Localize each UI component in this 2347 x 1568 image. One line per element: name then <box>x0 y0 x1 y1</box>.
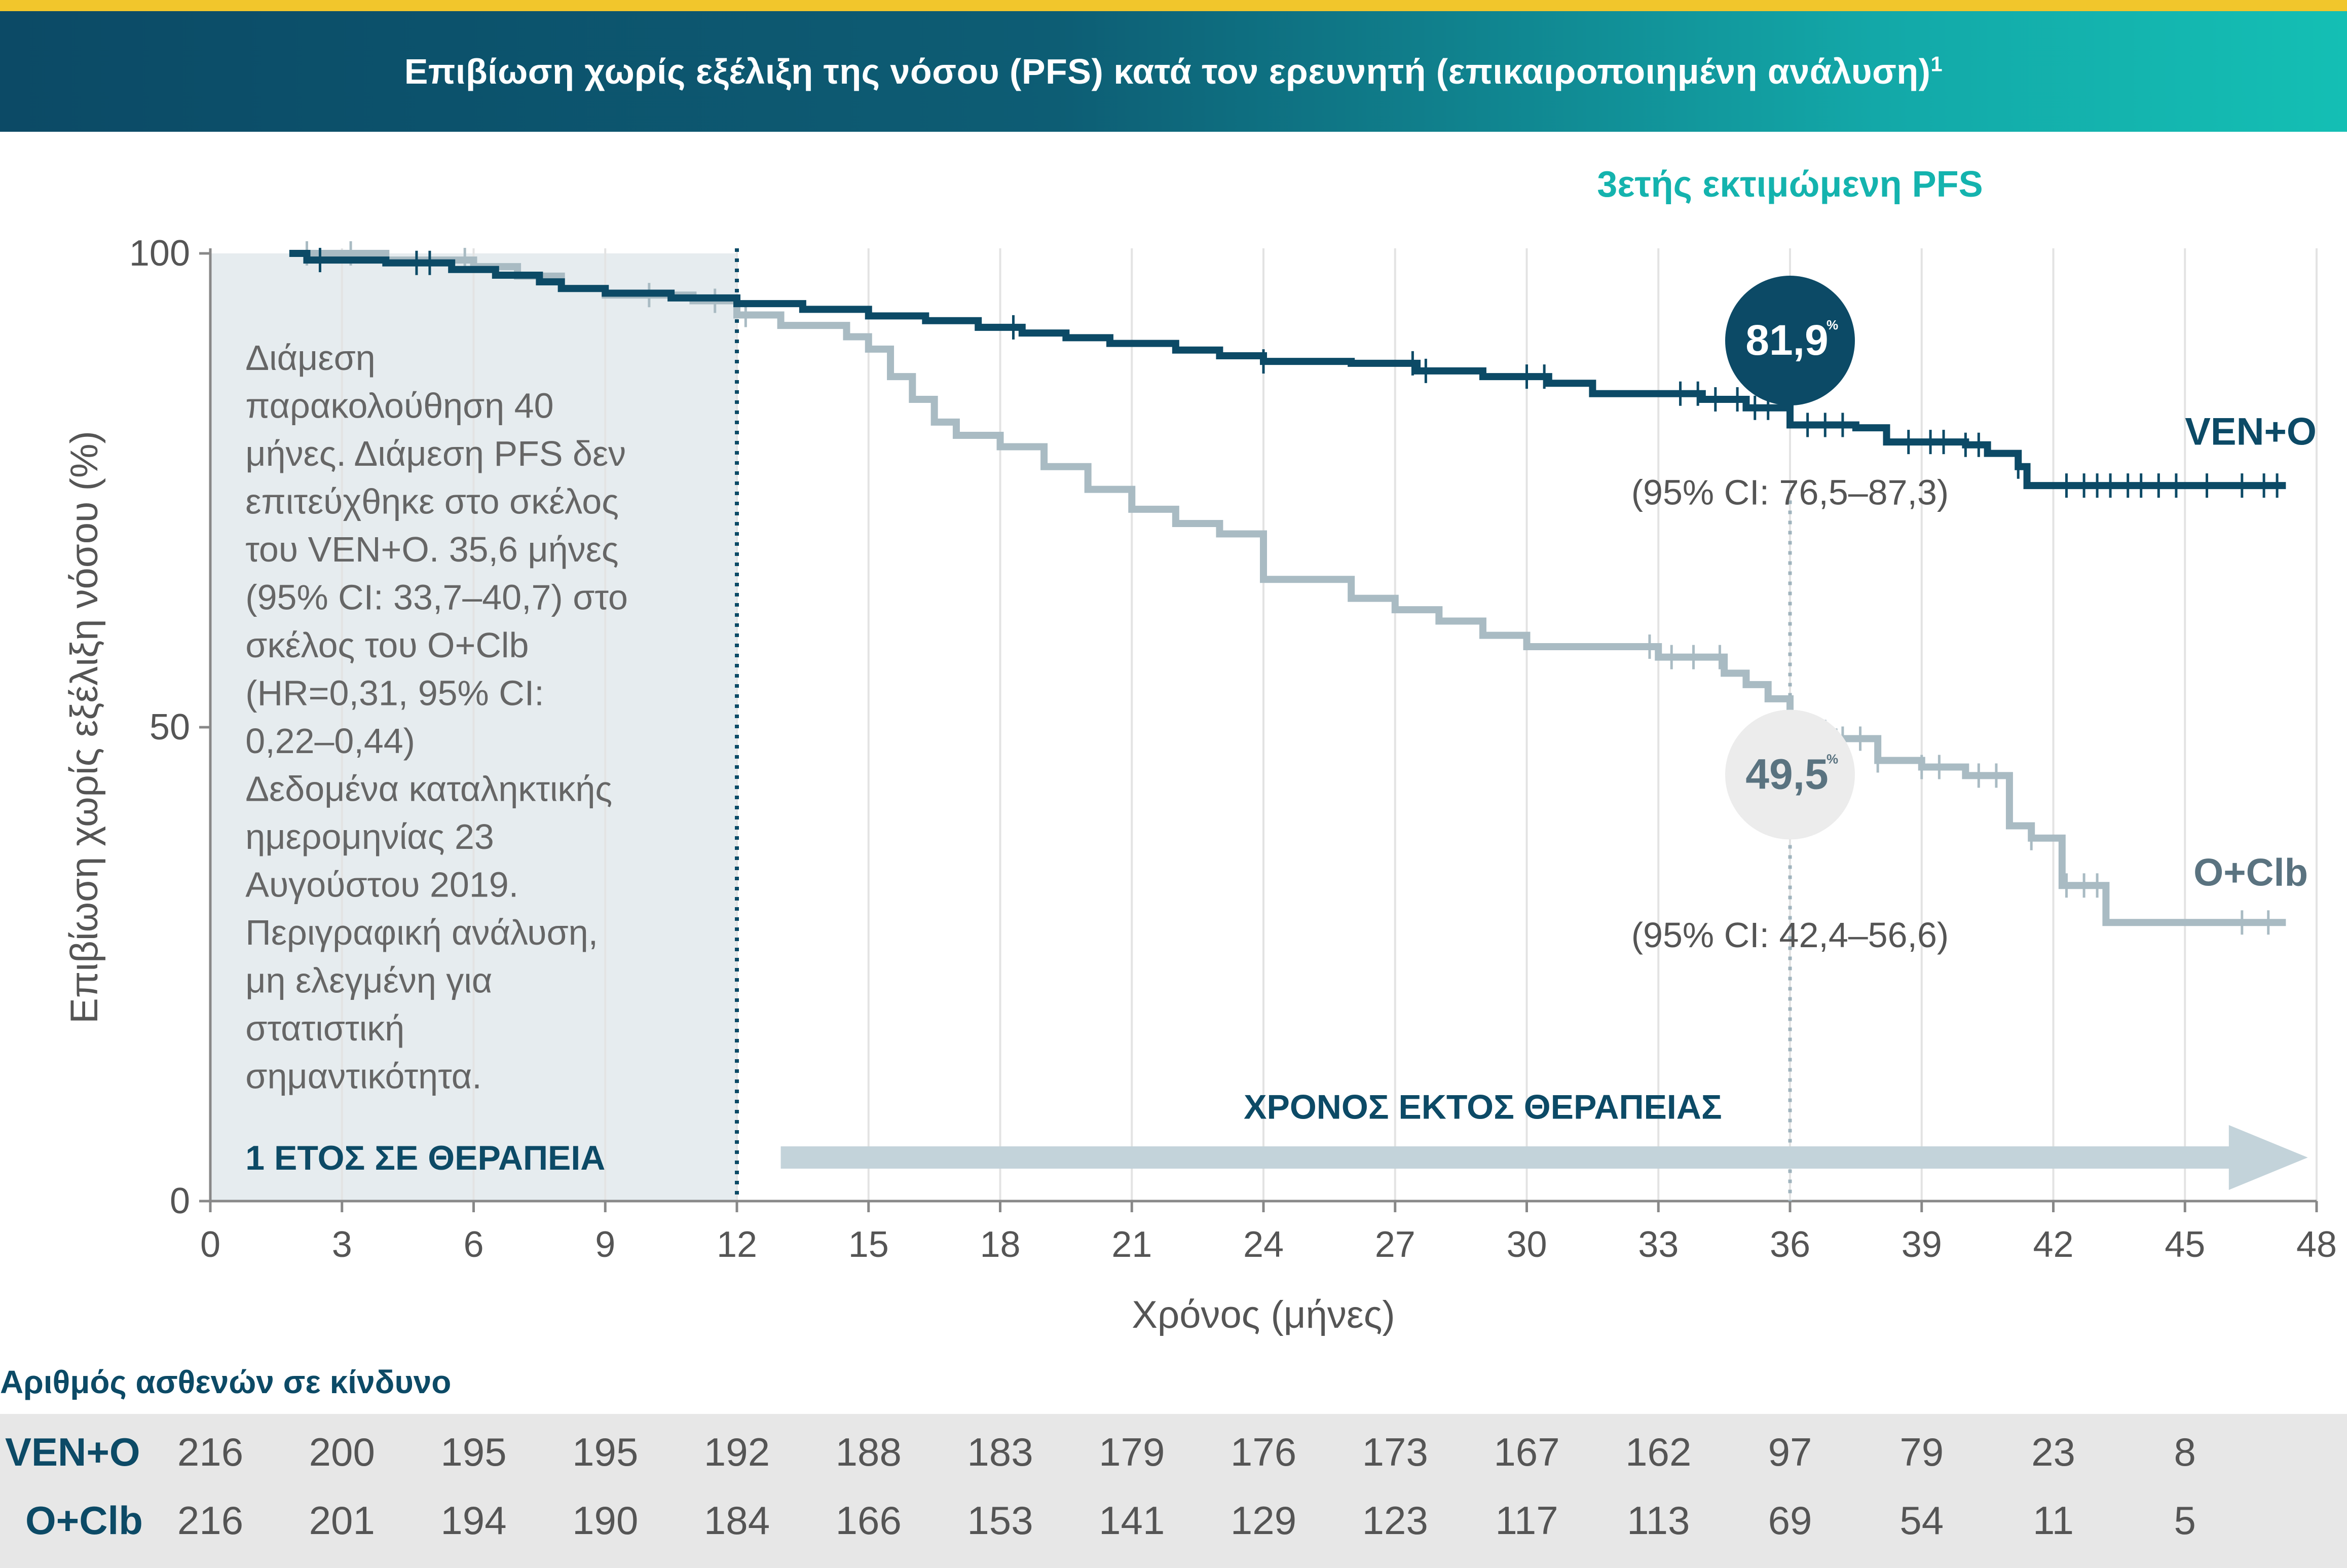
note-line: του VEN+O. 35,6 μήνες <box>245 530 618 569</box>
risk-table: VEN+O 216 200 195 195 192 188 183 179 176 173 167 1… <box>0 1414 2347 1568</box>
note-line: μη ελεγμένη για <box>245 961 492 1000</box>
note-line: 0,22–0,44) <box>245 721 415 761</box>
risk-table-title: Αριθμός ασθενών σε κίνδυνο <box>0 1364 452 1400</box>
landmark-title: 3ετής εκτιμώμενη PFS <box>1597 164 1983 205</box>
risk-cell: 173 <box>1362 1430 1428 1474</box>
risk-row-ven-o: VEN+O 216 200 195 195 192 188 183 179 176 173 167 1… <box>0 1419 2347 1485</box>
x-tick-label: 39 <box>1902 1224 1942 1265</box>
note-line: στατιστική <box>245 1009 404 1048</box>
risk-cell: 188 <box>835 1430 902 1474</box>
x-tick-label: 24 <box>1243 1224 1284 1265</box>
risk-cell: 195 <box>440 1430 507 1474</box>
risk-cell: 11 <box>2033 1498 2074 1543</box>
x-tick-label: 30 <box>1506 1224 1547 1265</box>
risk-cell: 216 <box>177 1430 244 1474</box>
note-line: Διάμεση <box>245 338 375 378</box>
risk-cell: 194 <box>440 1498 507 1543</box>
x-tick-label: 42 <box>2033 1224 2073 1265</box>
o-clb-value-bubble <box>1725 710 1855 840</box>
risk-cell: 113 <box>1627 1498 1690 1543</box>
note-line: (95% CI: 33,7–40,7) στο <box>245 578 628 617</box>
title-footnote: 1 <box>1930 52 1943 76</box>
ven-o-percent: % <box>1827 317 1838 332</box>
risk-row-label: VEN+O <box>5 1430 140 1474</box>
note-line: Περιγραφική ανάλυση, <box>245 913 598 952</box>
x-axis-title: Χρόνος (μήνες) <box>1132 1293 1395 1336</box>
note-line: Αυγούστου 2019. <box>245 865 518 905</box>
risk-cell: 216 <box>177 1498 244 1543</box>
x-tick-label: 6 <box>463 1224 483 1265</box>
x-tick-label: 48 <box>2296 1224 2337 1265</box>
off-treatment-label: ΧΡΟΝΟΣ ΕΚΤΟΣ ΘΕΡΑΠΕΙΑΣ <box>1244 1088 1722 1126</box>
x-tick-label: 27 <box>1375 1224 1415 1265</box>
risk-cell: 153 <box>967 1498 1033 1543</box>
pfs-chart: 0 3 6 9 12 15 18 21 24 27 30 33 36 39 42 45 48050100Χρόν… <box>63 164 2337 1336</box>
risk-cell: 97 <box>1768 1430 1812 1474</box>
x-tick-label: 12 <box>717 1224 757 1265</box>
x-tick-label: 36 <box>1770 1224 1810 1265</box>
x-tick-label: 3 <box>332 1224 352 1265</box>
risk-cell: 201 <box>309 1498 375 1543</box>
note-line: σκέλος του O+Clb <box>245 625 529 665</box>
x-tick-label: 21 <box>1111 1224 1152 1265</box>
risk-cell: 54 <box>1899 1498 1944 1543</box>
risk-cell: 8 <box>2174 1430 2196 1474</box>
risk-cell: 167 <box>1494 1430 1560 1474</box>
ven-o-label: VEN+O <box>2185 410 2317 454</box>
risk-cell: 79 <box>1899 1430 1944 1474</box>
risk-row-o-clb: O+Clb 216 201 194 190 184 166 153 141 129 123 117 1… <box>0 1487 2347 1553</box>
ven-o-value-bubble <box>1725 276 1855 406</box>
y-tick-label: 0 <box>170 1181 190 1221</box>
o-clb-percent: % <box>1827 752 1838 767</box>
note-line: παρακολούθηση 40 <box>245 386 553 426</box>
note-line: Δεδομένα καταληκτικής <box>245 769 612 809</box>
x-tick-label: 0 <box>200 1224 220 1265</box>
off-treatment-arrow <box>780 1125 2308 1190</box>
risk-cell: 117 <box>1495 1498 1558 1543</box>
risk-row-label: O+Clb <box>25 1498 143 1543</box>
risk-cell: 179 <box>1099 1430 1165 1474</box>
header-banner: Επιβίωση χωρίς εξέλιξη της νόσου (PFS) κ… <box>0 11 2347 132</box>
risk-cell: 192 <box>703 1430 770 1474</box>
risk-cell: 200 <box>309 1430 375 1474</box>
risk-cell: 69 <box>1768 1498 1812 1543</box>
o-clb-value: 49,5 <box>1745 751 1829 798</box>
risk-cell: 141 <box>1099 1498 1165 1543</box>
o-clb-ci: (95% CI: 42,4–56,6) <box>1631 915 1949 955</box>
risk-cell: 183 <box>967 1430 1033 1474</box>
note-line: επιτεύχθηκε στο σκέλος <box>245 482 619 521</box>
on-treatment-label: 1 ΕΤΟΣ ΣΕ ΘΕΡΑΠΕΙΑ <box>245 1139 605 1177</box>
y-tick-label: 50 <box>150 707 190 748</box>
x-tick-label: 45 <box>2165 1224 2205 1265</box>
risk-cell: 176 <box>1230 1430 1297 1474</box>
risk-cell: 162 <box>1625 1430 1692 1474</box>
y-axis-title: Επιβίωση χωρίς εξέλιξη νόσου (%) <box>63 431 106 1024</box>
note-line: μήνες. Διάμεση PFS δεν <box>245 434 626 473</box>
x-tick-label: 15 <box>848 1224 889 1265</box>
y-tick-label: 100 <box>129 233 190 274</box>
risk-cell: 195 <box>572 1430 639 1474</box>
risk-cell: 129 <box>1230 1498 1297 1543</box>
risk-cell: 190 <box>572 1498 639 1543</box>
ven-o-value: 81,9 <box>1745 316 1829 364</box>
ven-o-ci: (95% CI: 76,5–87,3) <box>1631 473 1949 512</box>
risk-cell: 166 <box>835 1498 902 1543</box>
series-ven-o-curve <box>289 250 2286 490</box>
risk-cell: 5 <box>2174 1498 2196 1543</box>
note-line: σημαντικότητα. <box>245 1057 481 1096</box>
page-title: Επιβίωση χωρίς εξέλιξη της νόσου (PFS) κ… <box>404 51 1943 92</box>
o-clb-label: O+Clb <box>2193 851 2308 894</box>
risk-cell: 23 <box>2031 1430 2075 1474</box>
x-tick-label: 18 <box>980 1224 1020 1265</box>
top-accent-bar <box>0 0 2347 11</box>
x-tick-label: 33 <box>1638 1224 1679 1265</box>
note-line: ημερομηνίας 23 <box>245 817 494 856</box>
note-line: (HR=0,31, 95% CI: <box>245 674 544 713</box>
risk-cell: 184 <box>703 1498 770 1543</box>
x-tick-label: 9 <box>595 1224 615 1265</box>
risk-cell: 123 <box>1362 1498 1428 1543</box>
page-title-text: Επιβίωση χωρίς εξέλιξη της νόσου (PFS) κ… <box>404 52 1931 91</box>
